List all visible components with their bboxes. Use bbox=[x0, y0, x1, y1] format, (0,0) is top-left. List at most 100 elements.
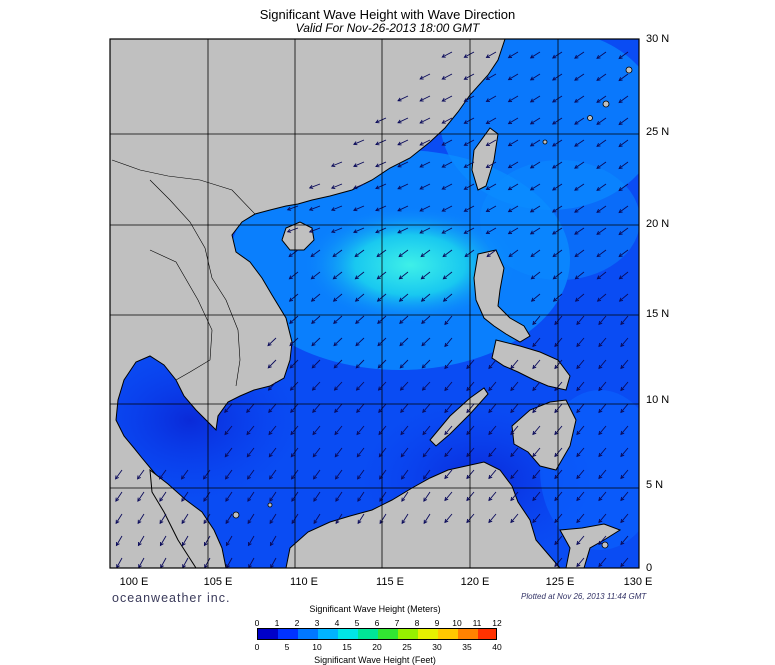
wave-arrow bbox=[574, 227, 585, 235]
wave-arrow-head bbox=[554, 408, 559, 414]
wave-arrow bbox=[442, 117, 453, 124]
wave-arrow bbox=[312, 403, 321, 413]
wave-arrow-head bbox=[532, 518, 537, 524]
wave-arrow bbox=[598, 513, 607, 523]
wave-arrow bbox=[203, 491, 211, 502]
wave-arrow-head bbox=[576, 408, 581, 414]
wave-arrow bbox=[552, 117, 563, 125]
wave-arrow-head bbox=[423, 497, 428, 502]
wave-arrow bbox=[204, 535, 211, 546]
wave-arrow bbox=[224, 425, 233, 435]
wave-arrow bbox=[268, 403, 277, 413]
wave-arrow bbox=[532, 315, 541, 325]
wave-arrow-head bbox=[422, 453, 427, 458]
wave-arrow-head bbox=[510, 474, 515, 480]
wave-arrow bbox=[620, 513, 629, 523]
wave-arrow-head bbox=[397, 119, 402, 124]
wave-arrow bbox=[159, 469, 167, 480]
wave-arrow-head bbox=[400, 408, 405, 413]
brand-name: oceanweather inc. bbox=[112, 591, 231, 605]
wave-arrow bbox=[510, 469, 519, 479]
wave-arrow bbox=[574, 249, 585, 257]
wave-arrow-head bbox=[137, 497, 142, 502]
wave-arrow bbox=[510, 513, 519, 523]
wave-arrow-head bbox=[620, 386, 625, 392]
wave-arrow-head bbox=[574, 275, 579, 280]
wave-arrow-head bbox=[376, 275, 381, 280]
wave-arrow bbox=[554, 403, 563, 413]
wave-arrow-head bbox=[530, 253, 535, 258]
colorbar-tick-feet: 30 bbox=[432, 642, 442, 652]
wave-arrow-head bbox=[466, 474, 471, 480]
wave-arrow-head bbox=[576, 364, 581, 370]
wave-arrow bbox=[400, 403, 409, 413]
wave-arrow-head bbox=[375, 229, 380, 234]
wave-arrow-head bbox=[551, 186, 557, 191]
wave-arrow bbox=[618, 139, 629, 147]
wave-arrow-head bbox=[286, 206, 292, 211]
wave-arrow-head bbox=[488, 496, 493, 502]
wave-arrow bbox=[419, 139, 431, 146]
wave-arrow-head bbox=[355, 386, 360, 391]
wave-arrow-head bbox=[375, 119, 380, 124]
wave-arrow-head bbox=[620, 540, 625, 546]
wave-arrow-head bbox=[532, 430, 537, 436]
wave-arrow-head bbox=[488, 364, 493, 370]
wave-arrow bbox=[419, 73, 431, 80]
wave-arrow bbox=[333, 271, 343, 280]
wave-arrow-head bbox=[423, 475, 427, 480]
wave-arrow bbox=[508, 227, 519, 235]
wave-arrow bbox=[574, 95, 585, 103]
wave-arrow-head bbox=[510, 430, 515, 436]
wave-arrow-head bbox=[203, 519, 208, 525]
wave-arrow bbox=[356, 447, 365, 457]
wave-arrow bbox=[333, 315, 343, 324]
wave-arrow bbox=[618, 51, 629, 59]
wave-arrow bbox=[486, 139, 497, 146]
wave-arrow bbox=[486, 117, 497, 124]
wave-arrow bbox=[532, 447, 541, 457]
wave-arrow-head bbox=[332, 253, 337, 258]
wave-arrow bbox=[510, 447, 519, 457]
wave-arrow-head bbox=[529, 208, 535, 213]
wave-arrow-head bbox=[310, 275, 315, 280]
wave-arrow bbox=[248, 557, 255, 568]
wave-arrow-head bbox=[574, 230, 579, 235]
wave-arrow bbox=[510, 359, 519, 369]
wave-arrow-head bbox=[313, 519, 318, 525]
wave-arrow bbox=[574, 205, 585, 213]
colorbar-tick-meter: 2 bbox=[294, 618, 300, 628]
wave-arrow-head bbox=[463, 76, 468, 80]
wave-arrow bbox=[466, 403, 475, 413]
wave-arrow-head bbox=[268, 408, 273, 413]
wave-arrow bbox=[464, 161, 475, 168]
wave-arrow bbox=[357, 469, 365, 480]
wave-arrow bbox=[532, 381, 541, 391]
wave-arrow-head bbox=[181, 541, 186, 547]
wave-arrow-head bbox=[353, 185, 358, 190]
wave-arrow-head bbox=[618, 55, 623, 60]
wave-arrow bbox=[508, 139, 519, 147]
wave-arrow-head bbox=[397, 97, 402, 102]
wave-arrow-head bbox=[532, 452, 537, 458]
lat-label-15n: 15 N bbox=[646, 308, 670, 320]
wave-arrow-head bbox=[421, 364, 426, 369]
wave-arrow bbox=[576, 315, 585, 325]
wave-arrow bbox=[334, 403, 343, 413]
wave-arrow-head bbox=[289, 364, 294, 369]
wave-arrow-head bbox=[574, 120, 579, 125]
wave-arrow bbox=[620, 469, 629, 479]
wave-arrow bbox=[311, 293, 321, 302]
wave-arrow-head bbox=[335, 475, 339, 480]
wave-arrow-head bbox=[554, 452, 559, 458]
wave-arrow bbox=[442, 161, 453, 168]
wave-arrow bbox=[466, 469, 475, 479]
wave-arrow bbox=[289, 271, 299, 280]
wave-arrow-head bbox=[333, 342, 338, 347]
wave-arrow bbox=[355, 271, 365, 280]
wave-arrow-head bbox=[310, 253, 315, 258]
wave-arrow bbox=[269, 513, 277, 524]
wave-arrow bbox=[378, 425, 387, 435]
wave-arrow bbox=[574, 139, 585, 147]
colorbar-tick-feet: 0 bbox=[254, 642, 260, 652]
